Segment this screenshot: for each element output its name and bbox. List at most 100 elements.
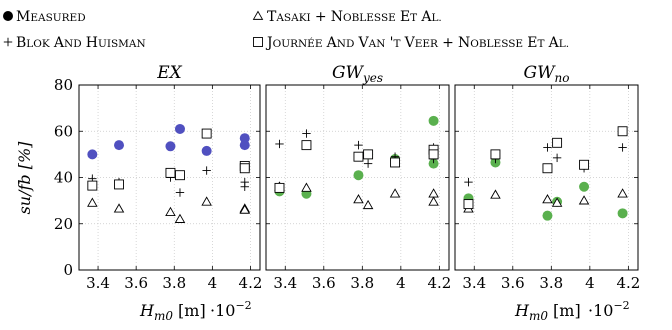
point-blok — [363, 159, 373, 168]
y-tick-label: 20 — [54, 215, 73, 233]
series-measured-panel-1 — [87, 123, 250, 160]
point-journee — [175, 170, 185, 181]
point-blok — [552, 153, 562, 163]
panel-3: 3.4 3.6 3.8 4 4.2 GWno Hm0 [m] ·10−2 — [454, 63, 640, 323]
grid-panel-2 — [266, 85, 449, 270]
x-tick-label: 3.4 — [86, 274, 110, 292]
point-tasaki — [113, 203, 125, 213]
point-journee — [239, 163, 250, 174]
point-measured — [174, 123, 185, 134]
point-measured — [239, 140, 250, 151]
x-tick-label: 3.8 — [539, 274, 563, 292]
x-tick-label: 3.8 — [162, 274, 186, 292]
point-blok — [618, 143, 627, 152]
point-blok — [202, 166, 211, 175]
panel-title-1: EX — [156, 63, 182, 83]
legend: MEASURED TASAKI + NOBLESSE ET AL. BLOK AND… — [3, 9, 569, 51]
x-tick-label: 3.6 — [312, 274, 336, 292]
point-tasaki — [87, 197, 98, 207]
x-tick-label: 4 — [396, 274, 406, 292]
point-blok — [354, 140, 363, 150]
point-journee — [552, 137, 563, 148]
point-tasaki — [362, 199, 374, 210]
panel-title-3: GWno — [523, 63, 569, 85]
x-tick-label: 4.2 — [616, 274, 640, 292]
x-axis-label: Hm0 [m] — [139, 301, 206, 323]
point-journee — [87, 180, 98, 191]
x-tick-label: 3.6 — [124, 274, 148, 292]
x-axis-label: Hm0 [m] — [514, 301, 581, 323]
point-blok — [175, 188, 185, 197]
point-journee — [363, 149, 374, 160]
x-tick-label: 3.4 — [273, 274, 297, 292]
x-tick-label: 3.8 — [350, 274, 374, 292]
point-journee — [579, 159, 590, 170]
point-journee — [542, 163, 553, 174]
point-tasaki — [174, 213, 186, 223]
x-scale-factor: ·10−2 — [210, 299, 252, 320]
point-tasaki — [490, 189, 501, 199]
x-tick-label: 4 — [208, 274, 218, 292]
legend-marker-blok — [3, 37, 13, 47]
point-measured — [165, 141, 176, 152]
legend-item-measured: MEASURED — [3, 9, 86, 25]
legend-marker-journee — [253, 37, 263, 47]
point-measured — [87, 149, 98, 160]
point-blok — [240, 182, 249, 191]
point-journee — [390, 157, 401, 168]
grid-panel-3 — [455, 85, 638, 270]
point-journee — [617, 126, 628, 137]
point-tasaki — [542, 194, 553, 204]
panel-title-2: GWyes — [332, 63, 383, 85]
point-journee — [301, 140, 312, 151]
legend-marker-tasaki — [252, 10, 264, 20]
series-journee-panel-2 — [274, 140, 439, 193]
point-measured — [428, 115, 439, 126]
legend-item-tasaki: TASAKI + NOBLESSE ET AL. — [252, 9, 442, 25]
legend-label-blok: BLOK AND HUISMAN — [16, 35, 146, 51]
point-tasaki — [428, 188, 439, 198]
point-measured — [201, 145, 212, 156]
panel-1: 3.4 3.6 3.8 4 4.2 0 20 40 60 80 EX Hm0 [m] ·10−2 — [54, 63, 262, 323]
panel-2: 3.4 3.6 3.8 4 4.2 GWyes — [265, 63, 451, 292]
point-tasaki — [428, 196, 439, 206]
point-tasaki — [551, 197, 563, 207]
point-tasaki — [578, 195, 590, 205]
point-journee — [274, 182, 285, 193]
point-measured — [239, 133, 250, 144]
legend-item-journee: JOURNÉE AND VAN 'T VEER + NOBLESSE ET AL… — [253, 35, 569, 51]
y-axis-label: su/fb [%] — [15, 141, 34, 215]
y-tick-label: 80 — [54, 76, 73, 94]
series-journee-panel-3 — [463, 126, 628, 210]
point-blok — [275, 139, 284, 149]
point-tasaki — [353, 194, 364, 204]
x-tick-label: 3.6 — [501, 274, 525, 292]
x-tick-label: 4 — [585, 274, 595, 292]
point-journee — [165, 167, 176, 178]
point-tasaki — [617, 188, 628, 198]
point-tasaki — [165, 206, 176, 217]
point-journee — [463, 199, 474, 210]
point-journee — [114, 179, 124, 190]
series-tasaki-panel-2 — [274, 181, 439, 210]
legend-marker-measured — [3, 11, 13, 21]
point-journee — [428, 149, 439, 160]
series-tasaki-panel-3 — [463, 188, 628, 213]
x-scale-factor: ·10−2 — [588, 299, 630, 320]
point-blok — [302, 129, 311, 138]
series-journee-panel-1 — [87, 128, 250, 191]
y-tick-label: 60 — [54, 122, 73, 140]
series-blok-panel-2 — [275, 129, 438, 168]
point-measured — [353, 170, 364, 181]
y-tick-label: 0 — [63, 261, 73, 279]
legend-item-blok: BLOK AND HUISMAN — [3, 35, 146, 51]
x-tick-label: 3.4 — [462, 274, 486, 292]
legend-label-tasaki: TASAKI + NOBLESSE ET AL. — [267, 9, 442, 25]
point-tasaki — [389, 188, 401, 198]
x-tick-label: 4.2 — [239, 274, 263, 292]
point-measured — [542, 210, 553, 221]
point-journee — [201, 128, 212, 139]
point-blok — [464, 177, 473, 187]
